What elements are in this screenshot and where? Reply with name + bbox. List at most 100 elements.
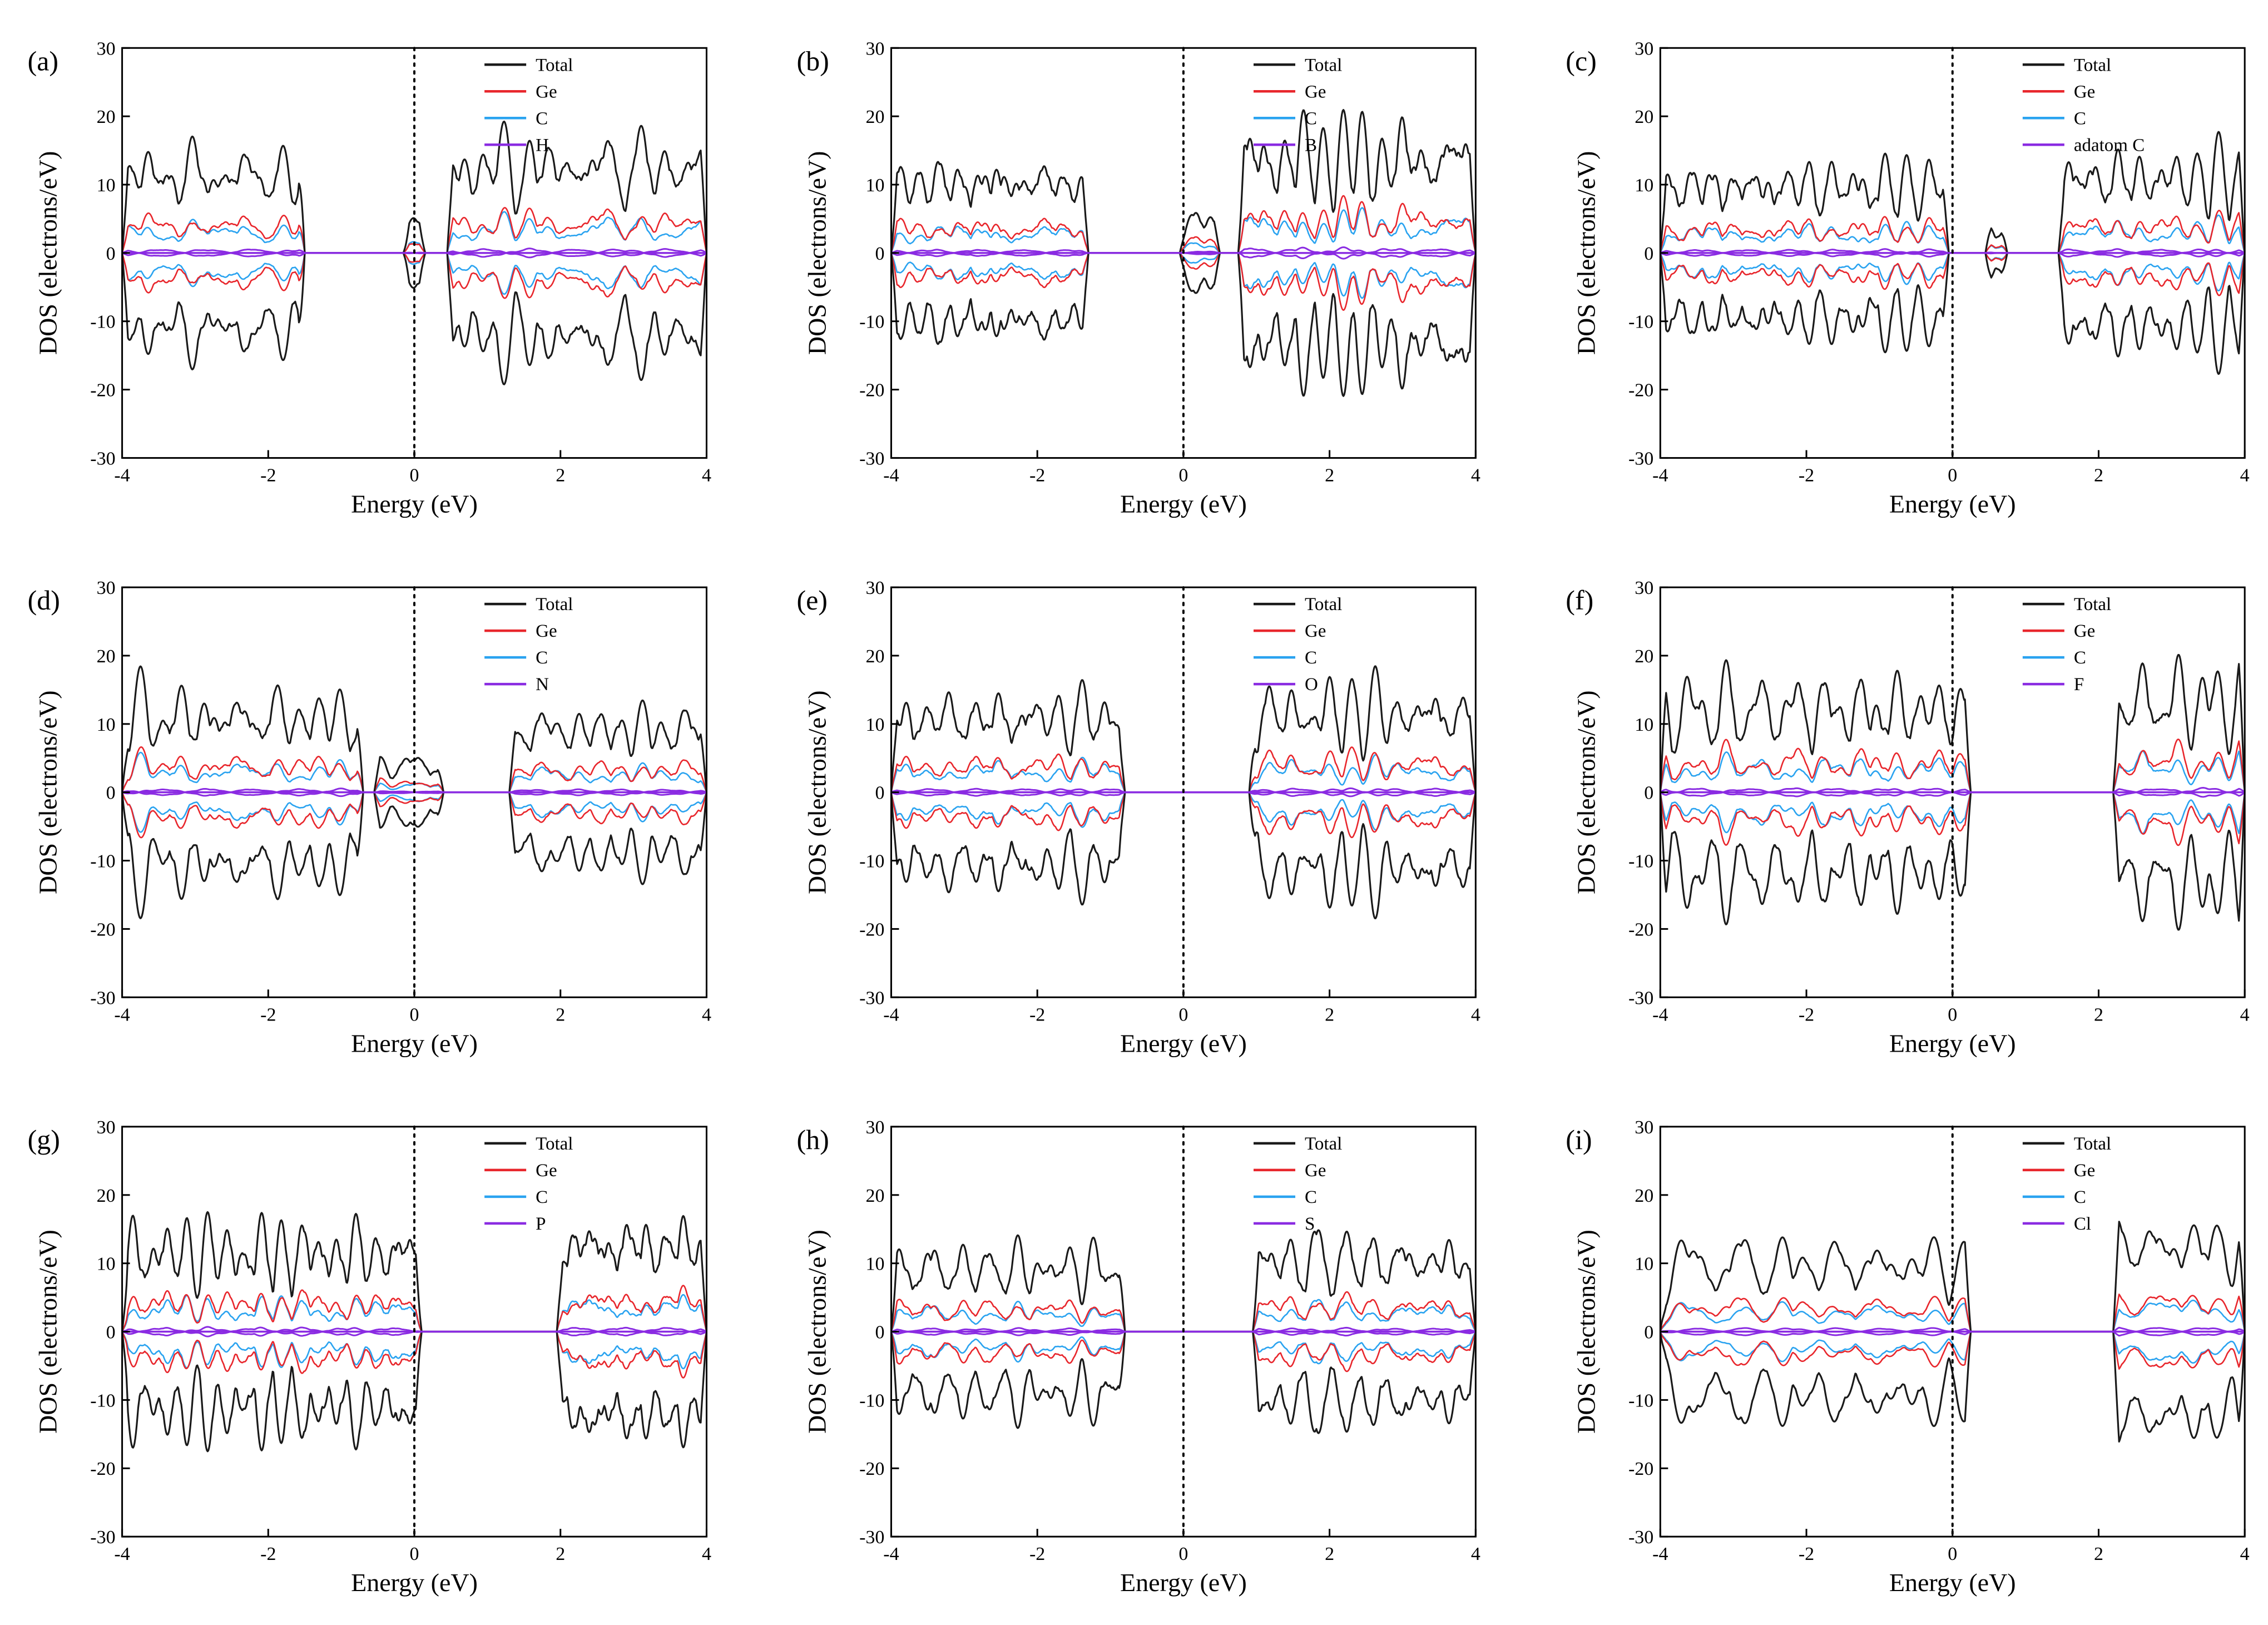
legend-label: adatom C <box>2074 135 2145 155</box>
legend-label: Total <box>536 55 573 75</box>
y-tick-label: -10 <box>859 312 884 333</box>
legend-label: C <box>1305 1187 1317 1207</box>
y-tick-label: 30 <box>1635 38 1653 59</box>
y-tick-label: 0 <box>106 244 116 264</box>
x-tick-label: 0 <box>410 1004 419 1025</box>
x-tick-label: 0 <box>410 465 419 485</box>
y-tick-label: 20 <box>865 646 884 667</box>
x-tick-label: 4 <box>2240 1004 2250 1025</box>
legend-label: Total <box>536 1134 573 1154</box>
y-tick-label: -20 <box>90 380 115 401</box>
legend-label: C <box>536 1187 548 1207</box>
y-tick-label: 0 <box>875 1322 884 1343</box>
legend-label: C <box>2074 108 2086 128</box>
y-axis-label: DOS (electrons/eV) <box>34 1230 62 1434</box>
series-Ge-spin-down <box>122 791 707 839</box>
y-tick-label: -30 <box>859 988 884 1008</box>
series-Ge-spin-down <box>1660 1331 2245 1370</box>
legend-label: C <box>1305 648 1317 668</box>
x-tick-label: 0 <box>1178 1004 1188 1025</box>
x-tick-label: 4 <box>1471 1004 1480 1025</box>
y-tick-label: -20 <box>859 1459 884 1479</box>
series-C-spin-up <box>122 1294 707 1332</box>
x-tick-label: -4 <box>883 465 899 485</box>
panel-label: (d) <box>28 584 60 616</box>
y-tick-label: 20 <box>1635 646 1653 667</box>
y-axis-label: DOS (electrons/eV) <box>1572 1230 1600 1434</box>
y-tick-label: 30 <box>97 578 116 598</box>
y-tick-label: 0 <box>1644 1322 1653 1343</box>
legend-label: Total <box>2074 594 2111 615</box>
y-axis-label: DOS (electrons/eV) <box>1572 690 1600 894</box>
legend-label: C <box>536 108 548 128</box>
legend-label: Total <box>1305 594 1342 615</box>
y-tick-label: 30 <box>865 38 884 59</box>
x-tick-label: 0 <box>1178 465 1188 485</box>
legend-label: Total <box>2074 1134 2111 1154</box>
series-Total-spin-up <box>891 108 1476 254</box>
x-tick-label: 0 <box>1948 1544 1957 1564</box>
panel-label: (g) <box>28 1124 60 1155</box>
x-tick-label: -2 <box>260 1004 276 1025</box>
legend-label: Total <box>1305 55 1342 75</box>
y-tick-label: 0 <box>106 783 116 804</box>
series-Total-spin-down <box>122 1330 707 1453</box>
y-tick-label: 10 <box>1635 175 1653 196</box>
y-tick-label: -20 <box>859 919 884 940</box>
series-C-spin-down <box>891 252 1476 299</box>
series-C-spin-down <box>122 252 707 295</box>
series-C-spin-up <box>891 207 1476 254</box>
x-axis-label: Energy (eV) <box>1889 1568 2016 1597</box>
legend-label: Ge <box>536 82 557 102</box>
y-tick-label: 0 <box>1644 783 1653 804</box>
panel-label: (i) <box>1566 1124 1592 1155</box>
y-tick-label: -20 <box>1628 1459 1653 1479</box>
legend-label: Total <box>2074 55 2111 75</box>
x-tick-label: -4 <box>114 1544 130 1564</box>
y-tick-label: 30 <box>1635 578 1653 598</box>
x-tick-label: -2 <box>1029 465 1045 485</box>
y-tick-label: -30 <box>90 1527 115 1548</box>
panel-label: (f) <box>1566 584 1593 616</box>
x-tick-label: 2 <box>1325 1004 1334 1025</box>
y-tick-label: 20 <box>865 1186 884 1206</box>
series-Total-spin-up <box>1660 653 2245 794</box>
y-tick-label: 0 <box>106 1322 116 1343</box>
y-tick-label: -20 <box>90 919 115 940</box>
y-tick-label: -10 <box>859 1390 884 1411</box>
series-Total-spin-down <box>122 252 707 385</box>
x-tick-label: -2 <box>1029 1004 1045 1025</box>
y-tick-label: 0 <box>875 783 884 804</box>
series-Total-spin-down <box>1660 1330 2245 1443</box>
x-axis-label: Energy (eV) <box>351 1568 478 1597</box>
y-tick-label: -30 <box>859 1527 884 1548</box>
x-tick-label: 4 <box>2240 465 2250 485</box>
y-tick-label: -30 <box>90 988 115 1008</box>
y-tick-label: -20 <box>1628 919 1653 940</box>
x-axis-label: Energy (eV) <box>1120 489 1247 518</box>
y-tick-label: 10 <box>865 1254 884 1275</box>
series-C-spin-down <box>122 1331 707 1370</box>
legend-label: S <box>1305 1214 1315 1234</box>
x-tick-label: -4 <box>1652 465 1668 485</box>
x-tick-label: 4 <box>1471 1544 1480 1564</box>
y-tick-label: 20 <box>97 1186 116 1206</box>
x-tick-label: 2 <box>556 1544 565 1564</box>
legend-label: C <box>536 648 548 668</box>
x-axis-label: Energy (eV) <box>1889 489 2016 518</box>
y-tick-label: -20 <box>859 380 884 401</box>
x-tick-label: 0 <box>1948 465 1957 485</box>
x-tick-label: 0 <box>1948 1004 1957 1025</box>
series-Ge-spin-down <box>122 252 707 299</box>
x-tick-label: 2 <box>556 1004 565 1025</box>
legend-label: Ge <box>1305 82 1326 102</box>
legend-label: N <box>536 675 549 695</box>
x-tick-label: -2 <box>1029 1544 1045 1564</box>
x-axis-label: Energy (eV) <box>1120 1568 1247 1597</box>
